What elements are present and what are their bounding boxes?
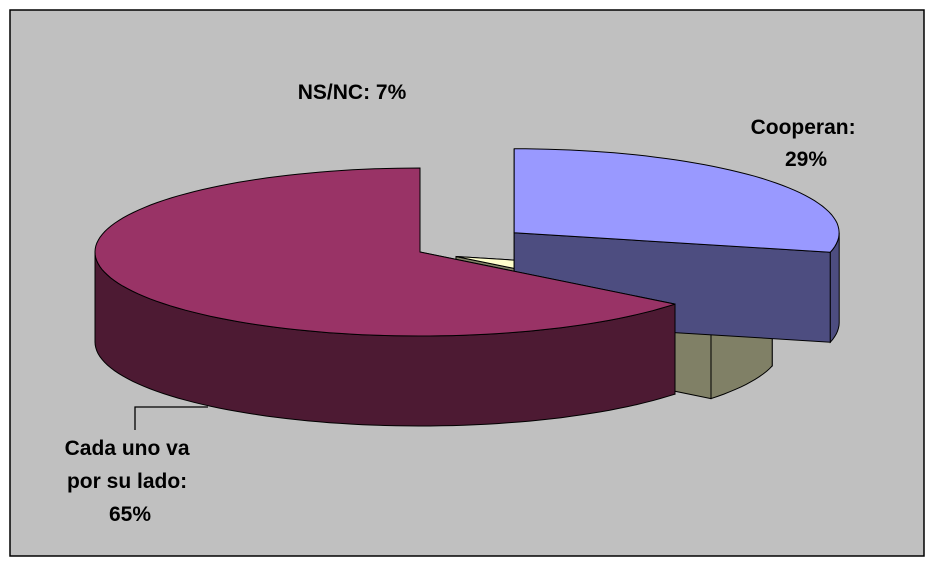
label-cooperan: Cooperan: 29% xyxy=(751,116,862,171)
label-nsnc-text: NS/NC: 7% xyxy=(298,81,407,104)
slice-top-cooperan xyxy=(513,148,840,253)
slice-top-cada-uno-va-por-su-lado xyxy=(94,167,676,337)
pie-slices xyxy=(94,148,840,427)
label-cada-uno-line2: por su lado: xyxy=(67,470,187,493)
label-cada-uno-value: 65% xyxy=(109,503,151,526)
label-cada-uno: Cada uno va por su lado: 65% xyxy=(65,437,196,526)
label-cooperan-name: Cooperan: xyxy=(751,116,856,139)
label-cooperan-value: 29% xyxy=(785,148,827,171)
label-nsnc: NS/NC: 7% xyxy=(298,81,407,104)
label-cada-uno-line1: Cada uno va xyxy=(65,437,190,460)
leader-line-cada-uno xyxy=(134,406,208,430)
